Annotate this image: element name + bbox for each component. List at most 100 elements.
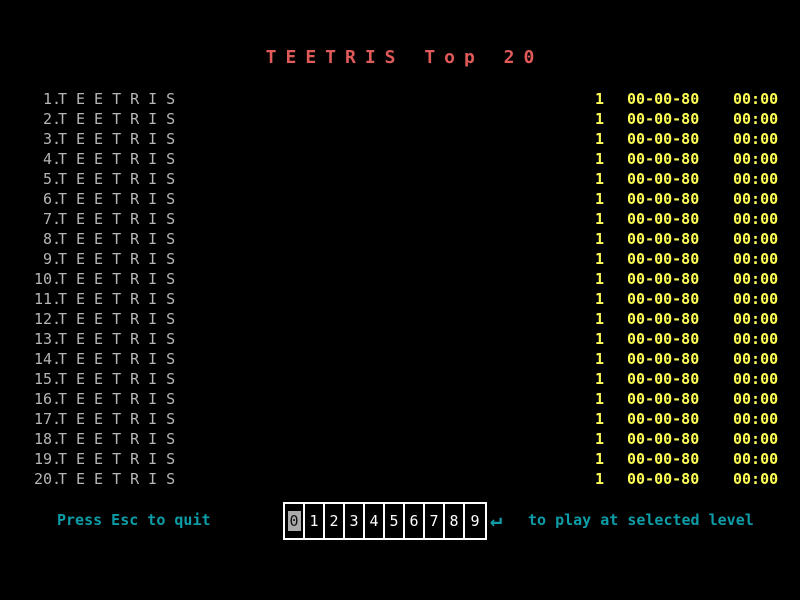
level-option-1[interactable]: 1: [305, 504, 325, 538]
player-name: TEETRIS: [58, 310, 185, 328]
rank-number: 3: [42, 130, 52, 148]
score-value: 1: [594, 310, 604, 328]
table-row: 3. TEETRIS 1 00-00-80 00:00: [0, 129, 800, 149]
rank-number: 1: [42, 90, 52, 108]
score-value: 1: [594, 410, 604, 428]
time-value: 00:00: [733, 390, 779, 408]
table-row: 20. TEETRIS 1 00-00-80 00:00: [0, 469, 800, 489]
level-option-label: 0: [287, 511, 301, 531]
level-option-label: 4: [369, 512, 379, 530]
table-row: 14. TEETRIS 1 00-00-80 00:00: [0, 349, 800, 369]
level-option-label: 7: [429, 512, 439, 530]
level-option-0[interactable]: 0: [285, 504, 305, 538]
table-row: 19. TEETRIS 1 00-00-80 00:00: [0, 449, 800, 469]
level-option-label: 1: [309, 512, 319, 530]
score-value: 1: [594, 230, 604, 248]
level-option-label: 8: [449, 512, 459, 530]
player-name: TEETRIS: [58, 110, 185, 128]
date-value: 00-00-80: [627, 350, 700, 368]
player-name: TEETRIS: [58, 230, 185, 248]
score-value: 1: [594, 390, 604, 408]
score-value: 1: [594, 150, 604, 168]
level-option-3[interactable]: 3: [345, 504, 365, 538]
player-name: TEETRIS: [58, 170, 185, 188]
date-value: 00-00-80: [627, 330, 700, 348]
date-value: 00-00-80: [627, 310, 700, 328]
table-row: 8. TEETRIS 1 00-00-80 00:00: [0, 229, 800, 249]
time-value: 00:00: [733, 230, 779, 248]
rank-dot: .: [52, 350, 62, 368]
time-value: 00:00: [733, 350, 779, 368]
date-value: 00-00-80: [627, 250, 700, 268]
rank-number: 4: [42, 150, 52, 168]
level-option-7[interactable]: 7: [425, 504, 445, 538]
table-row: 15. TEETRIS 1 00-00-80 00:00: [0, 369, 800, 389]
rank-number: 8: [42, 230, 52, 248]
rank-number: 20: [33, 470, 52, 488]
rank-dot: .: [52, 150, 62, 168]
date-value: 00-00-80: [627, 410, 700, 428]
rank-dot: .: [52, 370, 62, 388]
date-value: 00-00-80: [627, 370, 700, 388]
rank-dot: .: [52, 110, 62, 128]
time-value: 00:00: [733, 170, 779, 188]
rank-dot: .: [52, 170, 62, 188]
rank-dot: .: [52, 190, 62, 208]
time-value: 00:00: [733, 190, 779, 208]
rank-number: 6: [42, 190, 52, 208]
highscore-table: 1. TEETRIS 1 00-00-80 00:00 2. TEETRIS 1 00-00-8…: [0, 89, 800, 489]
rank-number: 15: [33, 370, 52, 388]
rank-dot: .: [52, 450, 62, 468]
level-option-8[interactable]: 8: [445, 504, 465, 538]
score-value: 1: [594, 210, 604, 228]
rank-number: 16: [33, 390, 52, 408]
quit-hint-label: Press Esc to quit: [57, 511, 211, 529]
time-value: 00:00: [733, 130, 779, 148]
score-value: 1: [594, 330, 604, 348]
score-value: 1: [594, 430, 604, 448]
date-value: 00-00-80: [627, 150, 700, 168]
player-name: TEETRIS: [58, 330, 185, 348]
rank-number: 13: [33, 330, 52, 348]
level-option-9[interactable]: 9: [465, 504, 485, 538]
rank-number: 11: [33, 290, 52, 308]
rank-dot: .: [52, 270, 62, 288]
level-option-6[interactable]: 6: [405, 504, 425, 538]
rank-dot: .: [52, 210, 62, 228]
player-name: TEETRIS: [58, 390, 185, 408]
score-value: 1: [594, 90, 604, 108]
player-name: TEETRIS: [58, 270, 185, 288]
rank-number: 12: [33, 310, 52, 328]
date-value: 00-00-80: [627, 230, 700, 248]
date-value: 00-00-80: [627, 90, 700, 108]
player-name: TEETRIS: [58, 150, 185, 168]
rank-number: 10: [33, 270, 52, 288]
time-value: 00:00: [733, 150, 779, 168]
level-option-label: 2: [329, 512, 339, 530]
score-value: 1: [594, 110, 604, 128]
table-row: 2. TEETRIS 1 00-00-80 00:00: [0, 109, 800, 129]
level-option-2[interactable]: 2: [325, 504, 345, 538]
rank-dot: .: [52, 410, 62, 428]
level-option-label: 3: [349, 512, 359, 530]
table-row: 7. TEETRIS 1 00-00-80 00:00: [0, 209, 800, 229]
level-option-4[interactable]: 4: [365, 504, 385, 538]
time-value: 00:00: [733, 90, 779, 108]
score-value: 1: [594, 470, 604, 488]
table-row: 9. TEETRIS 1 00-00-80 00:00: [0, 249, 800, 269]
score-value: 1: [594, 450, 604, 468]
level-option-5[interactable]: 5: [385, 504, 405, 538]
rank-dot: .: [52, 290, 62, 308]
rank-number: 5: [42, 170, 52, 188]
enter-key-icon: ↵: [490, 507, 503, 531]
table-row: 11. TEETRIS 1 00-00-80 00:00: [0, 289, 800, 309]
table-row: 6. TEETRIS 1 00-00-80 00:00: [0, 189, 800, 209]
time-value: 00:00: [733, 210, 779, 228]
score-value: 1: [594, 270, 604, 288]
rank-number: 2: [42, 110, 52, 128]
page-title: TEETRIS Top 20: [265, 47, 544, 68]
score-value: 1: [594, 290, 604, 308]
date-value: 00-00-80: [627, 470, 700, 488]
score-value: 1: [594, 350, 604, 368]
